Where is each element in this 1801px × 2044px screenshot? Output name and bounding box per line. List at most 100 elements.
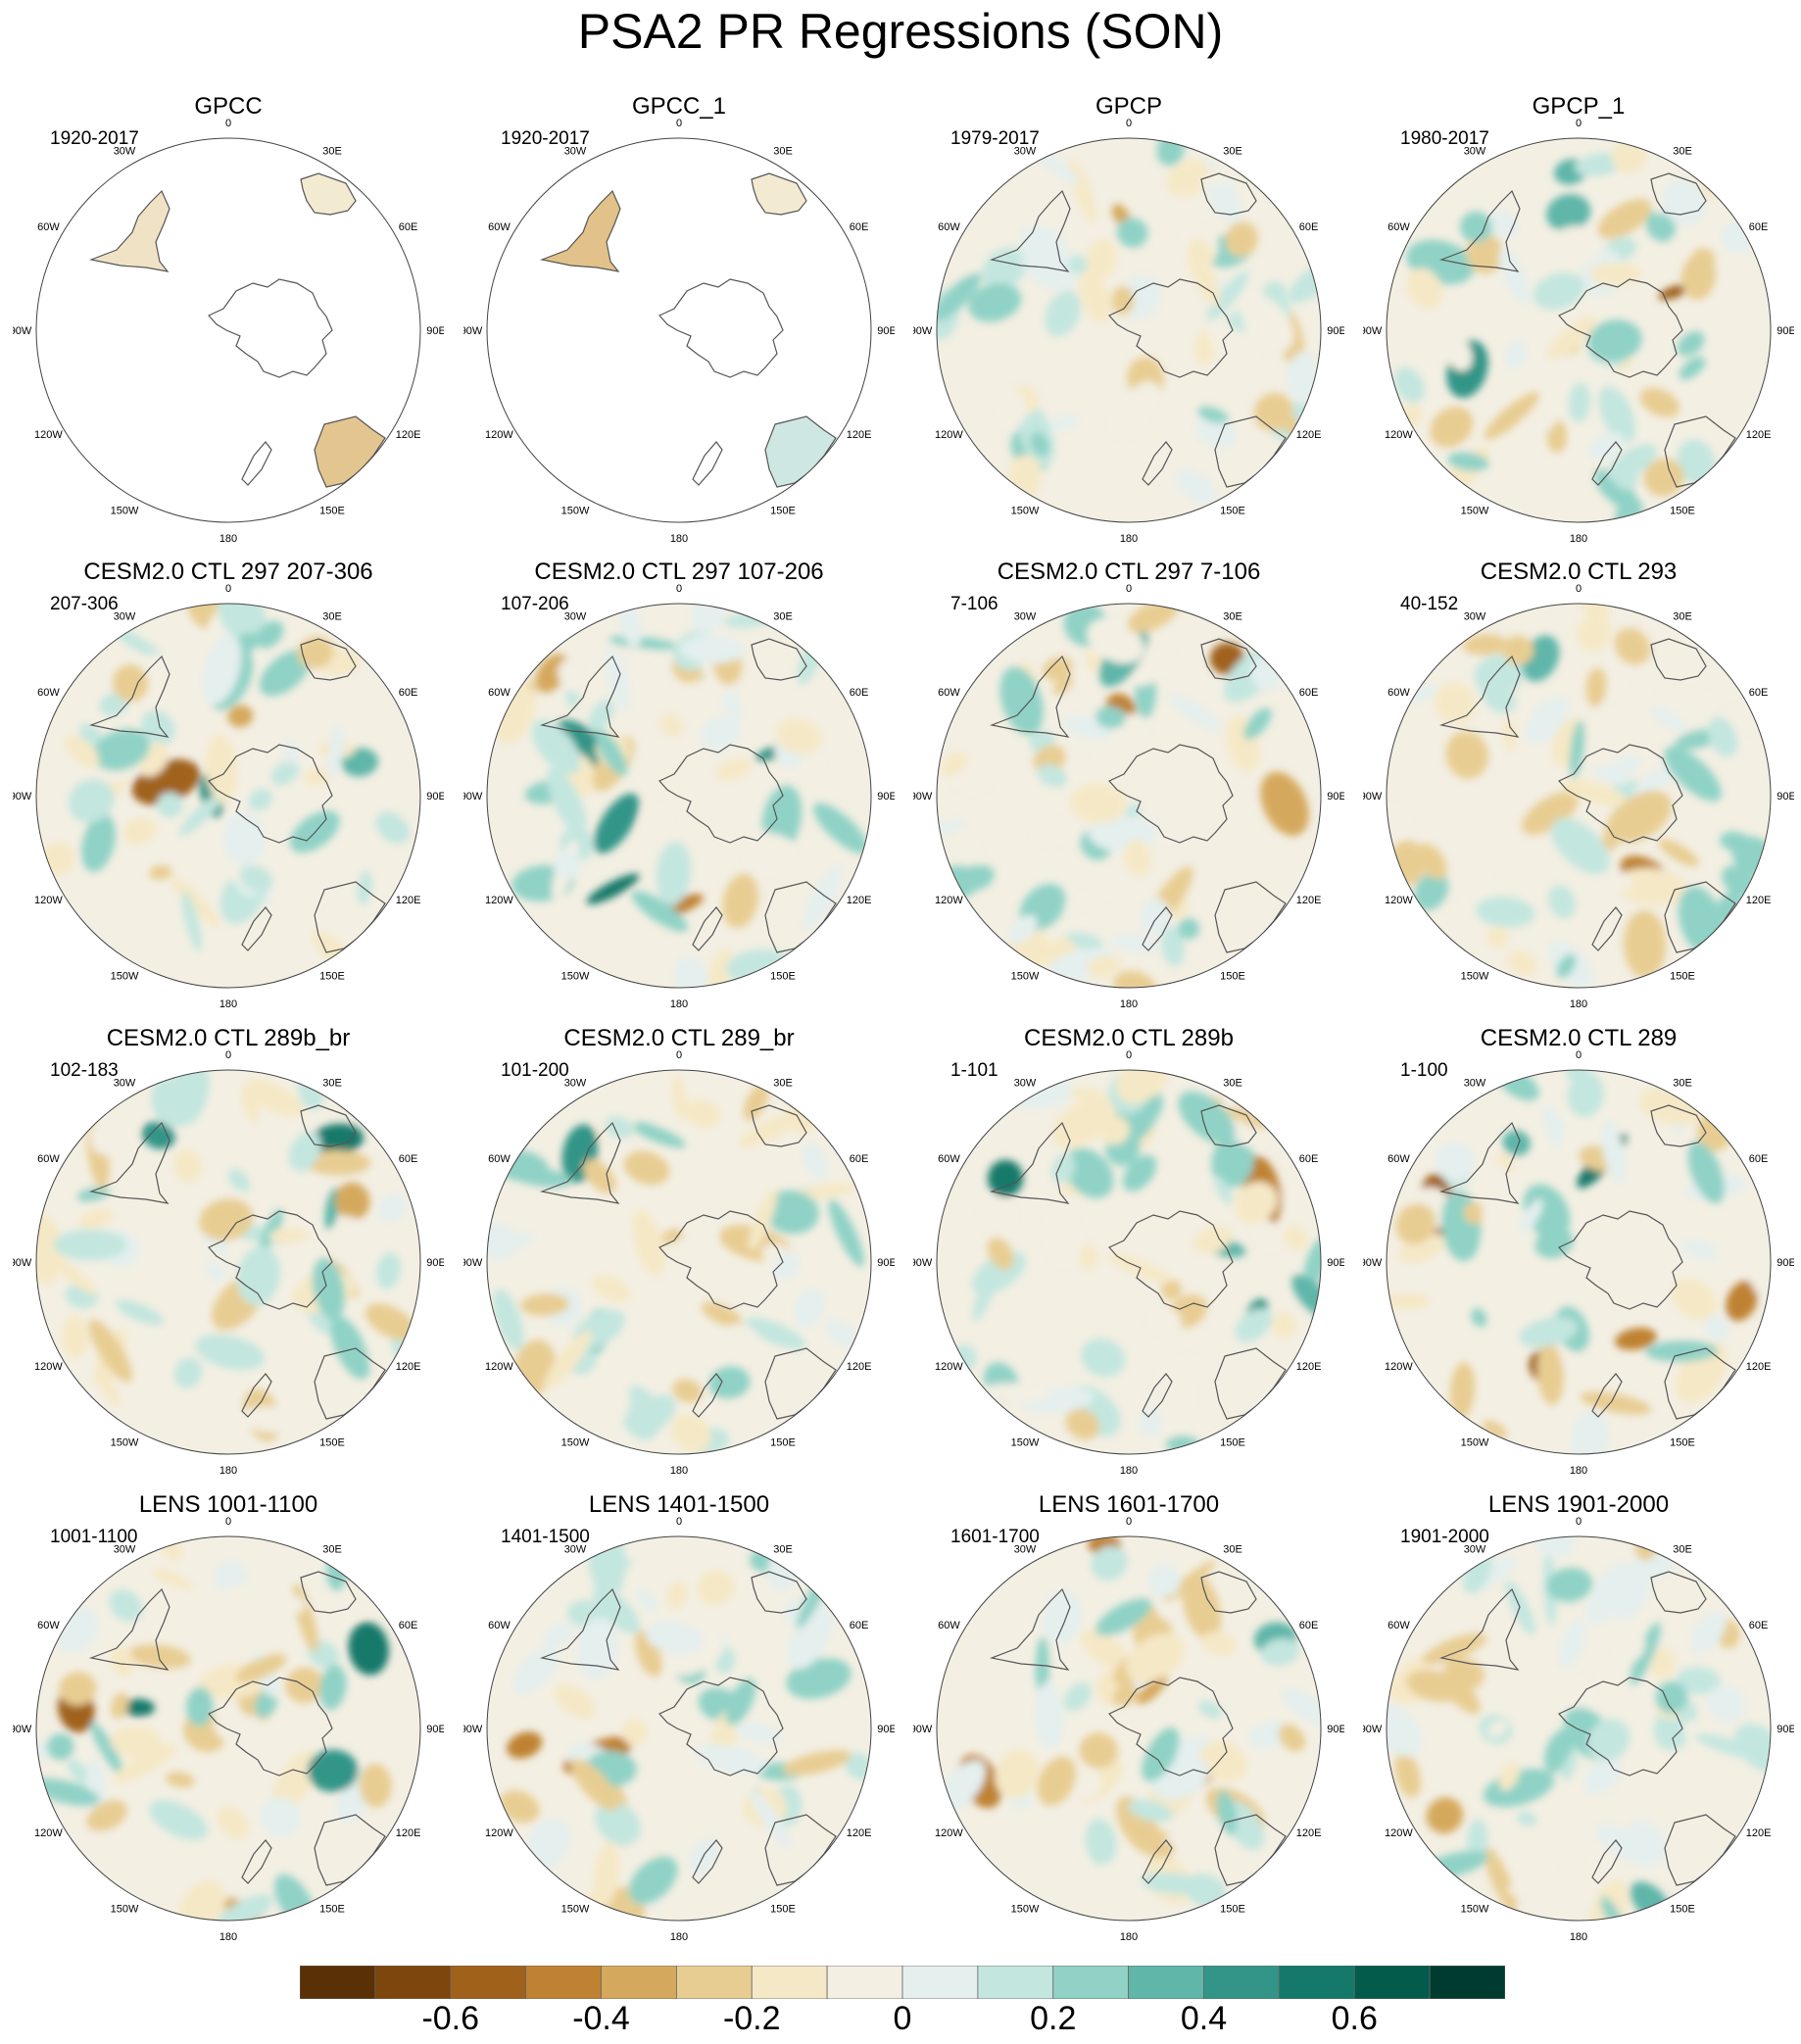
panel-title: CESM2.0 CTL 297 7-106 xyxy=(997,559,1261,585)
anomaly-patch xyxy=(268,1227,310,1244)
anomaly-patch xyxy=(1111,286,1135,316)
anomaly-patch xyxy=(53,1229,127,1261)
anomaly-patch xyxy=(1087,238,1117,279)
anomaly-patch xyxy=(1287,351,1318,403)
anomaly-field xyxy=(1387,1070,1771,1454)
anomaly-patch xyxy=(1587,1719,1630,1762)
anomaly-patch xyxy=(241,1086,260,1124)
anomaly-patch xyxy=(289,810,340,853)
coastline xyxy=(751,172,807,216)
longitude-label: 30E xyxy=(773,1543,793,1555)
anomaly-patch xyxy=(1007,914,1038,945)
anomaly-patch xyxy=(680,635,745,664)
anomaly-patch xyxy=(112,664,149,703)
longitude-label: 60E xyxy=(1749,221,1769,233)
longitude-label: 60E xyxy=(399,687,418,699)
map-panel: CESM2.0 CTL 297 207-306 207-306 0 30E 60E 90E… xyxy=(13,559,444,1009)
anomaly-patch xyxy=(156,1601,182,1625)
panel-title: GPCP xyxy=(1095,93,1162,120)
longitude-label: 0 xyxy=(225,1516,231,1528)
coastline xyxy=(1591,1373,1623,1418)
map-panel: CESM2.0 CTL 289 1-100 0 30E 60E 90E 120E 150E 18… xyxy=(1363,1025,1794,1476)
panel-title: GPCC xyxy=(194,93,263,120)
map-border xyxy=(936,1535,1322,1922)
anomaly-patch xyxy=(1113,970,1158,988)
coastline xyxy=(539,1121,621,1204)
anomaly-patch xyxy=(110,1726,162,1758)
anomaly-patch xyxy=(1609,872,1633,892)
coastline xyxy=(1142,441,1173,486)
anomaly-patch xyxy=(199,1198,254,1241)
anomaly-patch xyxy=(195,1334,265,1370)
longitude-label: 60E xyxy=(1749,1620,1769,1631)
anomaly-patch xyxy=(768,1698,789,1721)
longitude-label: 120E xyxy=(1296,1361,1322,1373)
longitude-label: 150W xyxy=(111,506,139,517)
coastline xyxy=(658,1210,784,1310)
anomaly-patch xyxy=(1426,1797,1464,1834)
anomaly-patch xyxy=(1719,831,1753,852)
anomaly-patch xyxy=(1406,1669,1464,1703)
anomaly-patch xyxy=(218,604,267,643)
anomaly-patch xyxy=(1260,1638,1300,1666)
longitude-label: 30W xyxy=(564,610,587,622)
anomaly-patch xyxy=(775,718,822,754)
longitude-label: 180 xyxy=(1120,1931,1138,1942)
map-panel: LENS 1601-1700 1601-1700 0 30E 60E 90E 120E 150… xyxy=(913,1491,1344,1942)
panel-title: LENS 1401-1500 xyxy=(588,1491,770,1518)
anomaly-patch xyxy=(1585,667,1607,707)
coastline xyxy=(692,906,723,951)
anomaly-patch xyxy=(1070,783,1127,824)
polar-map: 0 30E 60E 90E 120E 150E 180 150W 120W 90W 60W 30W xyxy=(463,1049,895,1476)
anomaly-patch xyxy=(1197,1700,1223,1719)
longitude-label: 120W xyxy=(34,895,63,906)
anomaly-patch xyxy=(1567,1072,1605,1117)
anomaly-patch xyxy=(1734,1724,1771,1773)
map-panel: CESM2.0 CTL 289b 1-101 0 30E 60E 90E 120E 150E 1… xyxy=(913,1025,1344,1476)
longitude-label: 180 xyxy=(219,998,237,1009)
longitude-label: 60E xyxy=(1299,1620,1319,1631)
longitude-label: 30E xyxy=(1673,145,1692,157)
land-anomaly-field xyxy=(91,173,385,487)
polar-map: 0 30E 60E 90E 120E 150E 180 150W 120W 90W 60W 30W xyxy=(13,583,444,1009)
longitude-label: 150W xyxy=(1011,971,1040,983)
anomaly-patch xyxy=(90,1721,123,1776)
longitude-label: 30E xyxy=(322,1077,342,1089)
anomaly-patch xyxy=(1639,387,1680,417)
anomaly-patch xyxy=(359,1763,392,1808)
anomaly-patch xyxy=(543,1622,575,1648)
anomaly-field xyxy=(36,1070,416,1441)
coastline xyxy=(1650,1104,1707,1147)
anomaly-patch xyxy=(1422,1632,1487,1665)
anomaly-patch xyxy=(510,1167,573,1188)
anomaly-patch xyxy=(62,1314,89,1359)
coastline xyxy=(241,1373,272,1418)
anomaly-patch xyxy=(1707,716,1738,757)
anomaly-patch xyxy=(493,1289,524,1350)
longitude-label: 60E xyxy=(399,1620,418,1631)
anomaly-patch xyxy=(1051,1095,1118,1148)
longitude-label: 180 xyxy=(1570,1465,1587,1476)
colorbar-swatch xyxy=(1203,1966,1280,1999)
anomaly-patch xyxy=(1147,1308,1182,1337)
map-panel: CESM2.0 CTL 289_br 101-200 0 30E 60E 90E 120E 1… xyxy=(463,1025,895,1476)
anomaly-patch xyxy=(656,841,692,906)
longitude-label: 150W xyxy=(561,1904,590,1916)
colorbar xyxy=(300,1966,1505,1999)
longitude-label: 30E xyxy=(1223,1077,1242,1089)
anomaly-patch xyxy=(330,1315,370,1380)
polar-map: 0 30E 60E 90E 120E 150E 180 150W 120W 90W 60W 30W xyxy=(463,118,895,544)
map-border xyxy=(35,603,421,989)
anomaly-patch xyxy=(750,1789,792,1849)
anomaly-patch xyxy=(1253,392,1293,431)
anomaly-patch xyxy=(1587,319,1642,362)
anomaly-patch xyxy=(1430,406,1474,448)
anomaly-patch xyxy=(595,1801,641,1845)
anomaly-patch xyxy=(181,891,202,951)
longitude-label: 90E xyxy=(877,325,895,337)
longitude-label: 180 xyxy=(1570,1931,1587,1942)
panel-title: CESM2.0 CTL 289b xyxy=(1024,1025,1234,1051)
panel-title: CESM2.0 CTL 297 207-306 xyxy=(83,559,373,585)
longitude-label: 90E xyxy=(1777,325,1794,337)
anomaly-field xyxy=(36,604,410,975)
